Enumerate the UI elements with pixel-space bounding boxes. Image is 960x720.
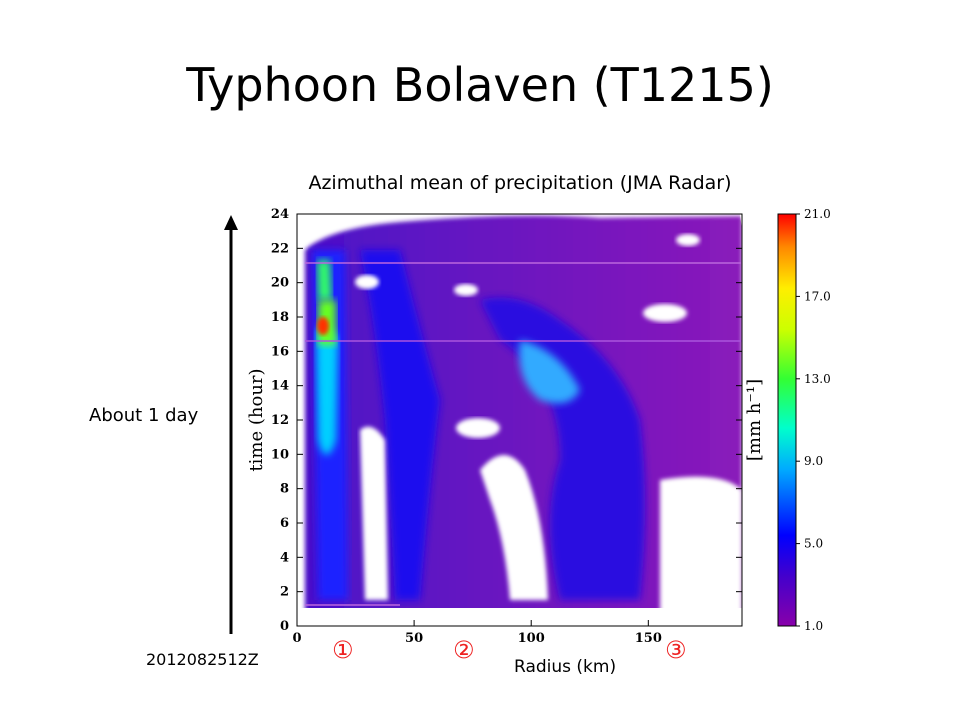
heatmap-field	[297, 214, 742, 626]
time-arrow-head-icon	[224, 215, 238, 230]
y-tick-label: 14	[271, 379, 289, 394]
y-tick-label: 4	[280, 550, 289, 565]
y-tick-label: 6	[280, 516, 289, 531]
colorbar-tick-label: 9.0	[804, 454, 823, 468]
x-tick-label: 100	[518, 631, 545, 646]
colorbar-ticks: 1.0 5.0 9.0 13.0 17.0 21.0	[796, 207, 831, 633]
y-tick-label: 20	[271, 276, 289, 291]
y-tick-label: 0	[280, 619, 289, 634]
y-tick-label: 2	[280, 585, 289, 600]
colorbar-tick-label: 21.0	[804, 207, 831, 221]
y-tick-label: 12	[271, 413, 289, 428]
marker-3: ③	[665, 636, 687, 664]
y-tick-label: 10	[271, 447, 289, 462]
colorbar-tick-label: 13.0	[804, 372, 831, 386]
chart-subtitle: Azimuthal mean of precipitation (JMA Rad…	[308, 172, 732, 194]
colorbar-tick-label: 17.0	[804, 289, 831, 303]
marker-1: ①	[332, 636, 354, 664]
colorbar-tick-label: 5.0	[804, 537, 823, 551]
y-tick-label: 16	[271, 344, 289, 359]
y-tick-label: 8	[280, 482, 289, 497]
x-tick-label: 0	[292, 631, 301, 646]
x-axis-title: Radius (km)	[514, 657, 617, 677]
slide-title: Typhoon Bolaven (T1215)	[186, 58, 774, 112]
marker-2: ②	[453, 636, 475, 664]
y-tick-label: 24	[271, 207, 289, 222]
about-one-day-label: About 1 day	[89, 405, 199, 426]
colorbar-label: [mm h⁻¹]	[744, 379, 765, 461]
y-tick-label: 18	[271, 310, 289, 325]
y-axis-title: time (hour)	[246, 368, 267, 471]
x-tick-label: 50	[405, 631, 423, 646]
x-axis-ticks: 0 50 100 150	[292, 620, 662, 646]
colorbar	[777, 213, 797, 627]
start-time-label: 2012082512Z	[146, 650, 259, 669]
colorbar-tick-label: 1.0	[804, 619, 823, 633]
x-tick-label: 150	[635, 631, 662, 646]
y-tick-label: 22	[271, 241, 289, 256]
